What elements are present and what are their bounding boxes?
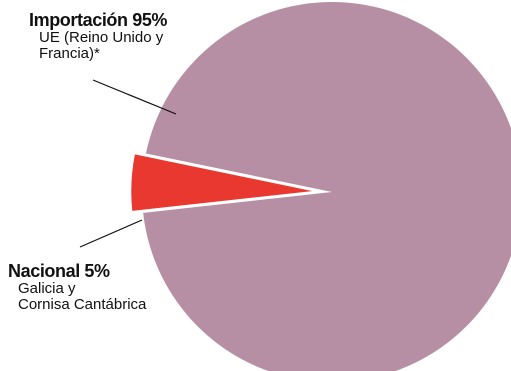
leader-line-nacional — [79, 219, 143, 248]
label-importacion-title: Importación 95% — [29, 10, 168, 30]
label-nacional: Nacional 5% Galicia y Cornisa Cantábrica — [8, 262, 146, 312]
label-importacion-line-2: Francia)* — [39, 44, 100, 62]
label-importacion: Importación 95% UE (Reino Unido y Franci… — [29, 11, 167, 61]
leader-line-importacion — [92, 79, 177, 115]
pie-slice-importacion — [143, 2, 511, 371]
pie-slice-nacional — [128, 151, 321, 214]
label-importacion-line-1: UE (Reino Unido y — [39, 28, 164, 46]
label-nacional-title: Nacional 5% — [8, 261, 110, 281]
label-nacional-line-2: Cornisa Cantábrica — [18, 295, 147, 313]
label-nacional-line-1: Galicia y — [18, 279, 76, 297]
